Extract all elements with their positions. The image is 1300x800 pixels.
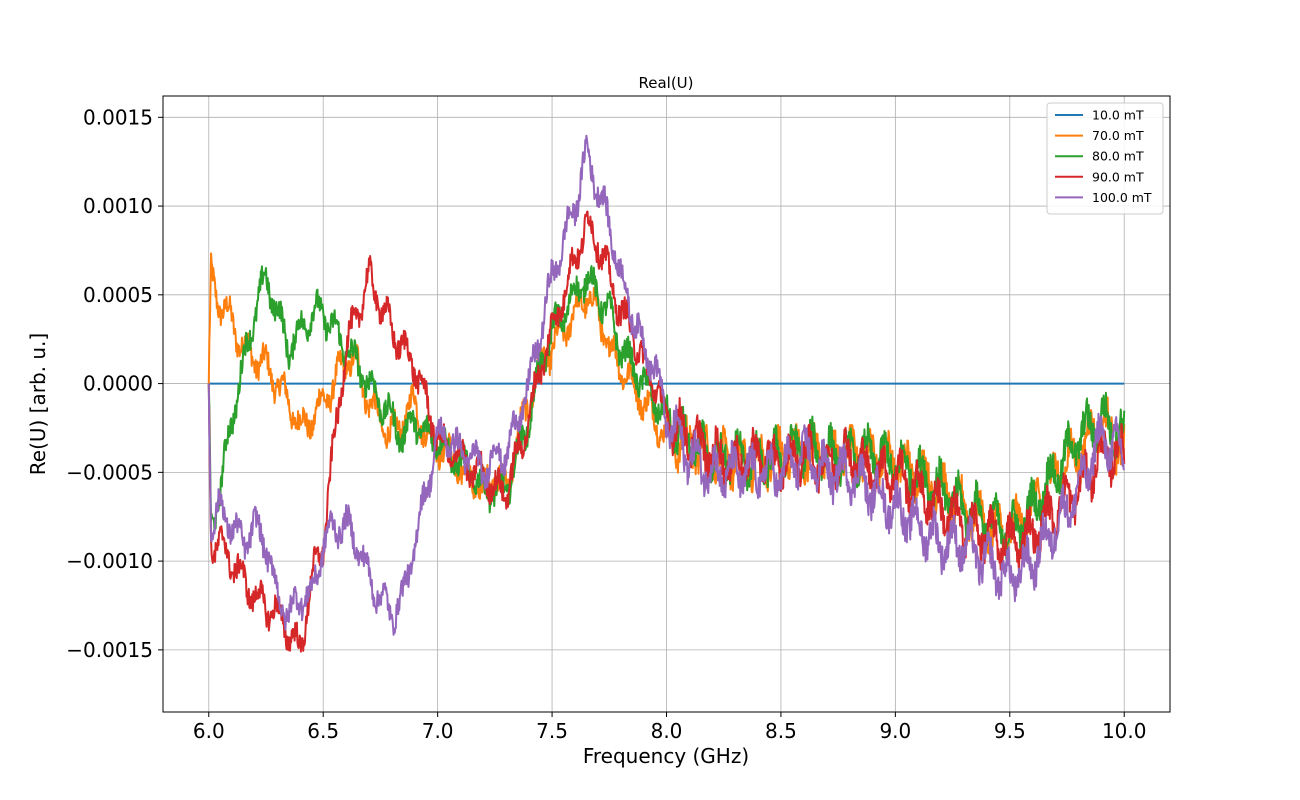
legend-label: 70.0 mT [1092,128,1144,143]
chart-title: Real(U) [638,74,693,92]
x-axis-title: Frequency (GHz) [583,744,749,768]
legend-label: 10.0 mT [1092,108,1144,123]
x-tick-label: 7.5 [536,719,568,743]
y-tick-label: 0.0010 [83,194,153,218]
x-tick-label: 6.5 [307,719,339,743]
legend-label: 90.0 mT [1092,169,1144,184]
y-tick-label: 0.0015 [83,105,153,129]
y-tick-label: 0.0005 [83,283,153,307]
x-tick-label: 9.0 [879,719,911,743]
legend: 10.0 mT 70.0 mT 80.0 mT 90.0 mT 100.0 mT [1046,102,1164,215]
legend-box [1046,102,1164,215]
x-tick-label: 9.5 [994,719,1026,743]
series-lines [207,134,1126,653]
x-tick-label: 7.0 [422,719,454,743]
series-line [207,134,1126,636]
y-axis-title: Re(U) [arb. u.] [26,333,50,475]
series-line [207,210,1126,653]
x-tick-label: 8.5 [765,719,797,743]
y-tick-label: −0.0005 [66,460,153,484]
x-axis: 6.0 6.5 7.0 7.5 8.0 8.5 9.0 9.5 10.0 [193,712,1147,743]
y-tick-label: −0.0010 [66,549,153,573]
y-tick-label: 0.0000 [83,372,153,396]
y-axis: 0.0015 0.0010 0.0005 0.0000 −0.0005 −0.0010 −0… [66,105,163,662]
legend-label: 80.0 mT [1092,149,1144,164]
x-tick-label: 6.0 [193,719,225,743]
x-tick-label: 10.0 [1102,719,1147,743]
x-tick-label: 8.0 [651,719,683,743]
legend-label: 100.0 mT [1092,190,1152,205]
y-tick-label: −0.0015 [66,638,153,662]
